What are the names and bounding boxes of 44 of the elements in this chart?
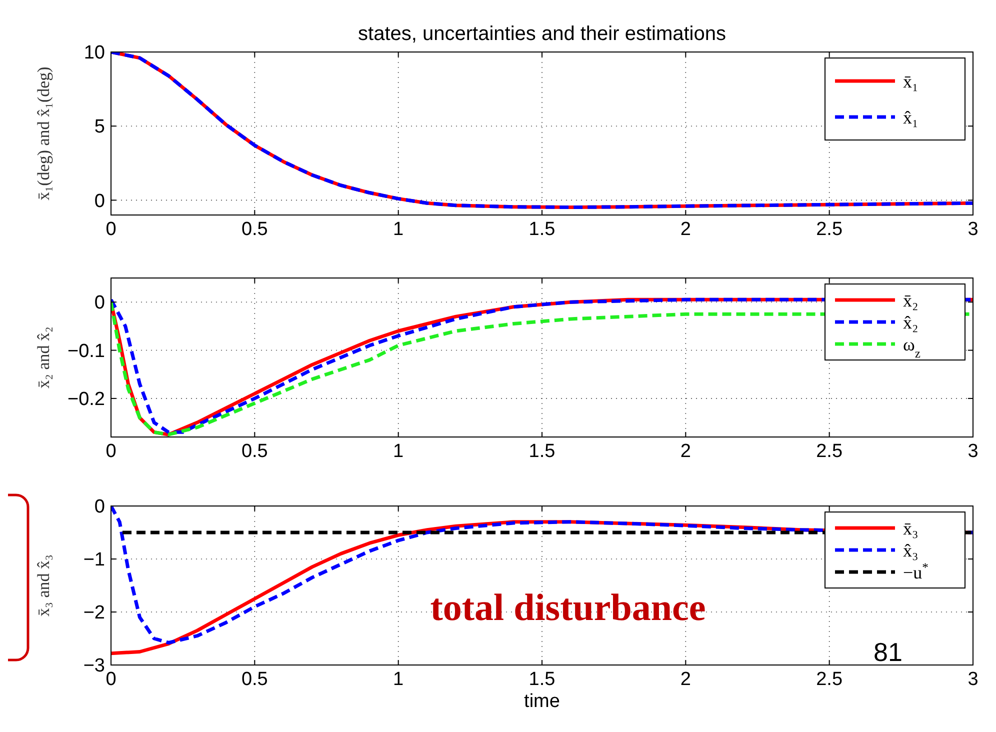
x-tick-label: 1 xyxy=(393,669,404,690)
x-tick-label: 2 xyxy=(680,441,691,462)
legend-label: x̄₂ xyxy=(903,290,918,310)
x-tick-label: 1.5 xyxy=(528,441,556,462)
y-tick-label: 5 xyxy=(94,116,105,138)
y-axis-title: x̄₁(deg) and x̂₁(deg) xyxy=(34,66,53,200)
annotation: total disturbance xyxy=(430,587,706,629)
x-tick-label: 1 xyxy=(393,219,404,240)
legend-label: x̄₃ xyxy=(903,518,918,538)
y-tick-label: −0.1 xyxy=(67,340,105,362)
x-tick-label: 2 xyxy=(680,219,691,240)
x-tick-label: 3 xyxy=(968,219,978,240)
y-tick-label: 0 xyxy=(94,292,105,314)
y-tick-label: 10 xyxy=(84,42,105,64)
x-tick-label: 1.5 xyxy=(528,669,556,690)
line-series xyxy=(111,52,973,210)
x-tick-label: 2.5 xyxy=(816,669,843,690)
x-tick-label: 0.5 xyxy=(241,219,268,240)
x-tick-label: 2 xyxy=(680,669,691,690)
x-tick-label: 2.5 xyxy=(816,441,843,462)
x-tick-label: 3 xyxy=(968,669,978,690)
legend-label: x̄₁ xyxy=(903,71,918,92)
legend-label: ω$_{z}$ xyxy=(903,334,921,360)
legend-label: −u$^{*}$ xyxy=(903,560,928,582)
x-axis-title: time xyxy=(524,691,560,712)
chart-title: states, uncertainties and their estimations xyxy=(358,23,726,45)
y-axis-title: x̄₂ and x̂₂ xyxy=(34,326,53,388)
y-axis-title: x̄₃ and x̂₃ xyxy=(34,554,53,616)
y-tick-label: −3 xyxy=(83,656,105,677)
x-tick-label: 1 xyxy=(393,441,404,462)
y-tick-label: −1 xyxy=(83,550,105,571)
y-tick-label: −0.2 xyxy=(67,389,105,410)
x-tick-label: 3 xyxy=(968,441,978,462)
x-tick-label: 0.5 xyxy=(241,441,268,462)
legend-label: x̂₂ xyxy=(903,312,918,332)
annotation: 81 xyxy=(874,637,902,667)
y-tick-label: −2 xyxy=(83,602,105,624)
legend-label: x̂₃ xyxy=(903,540,918,560)
y-tick-label: 0 xyxy=(94,190,105,212)
x-tick-label: 2.5 xyxy=(816,219,843,240)
y-tick-label: 0 xyxy=(94,496,105,518)
legend-label: x̂₁ xyxy=(903,107,918,128)
x-tick-label: 0.5 xyxy=(241,669,268,690)
x-tick-label: 1.5 xyxy=(528,219,556,240)
